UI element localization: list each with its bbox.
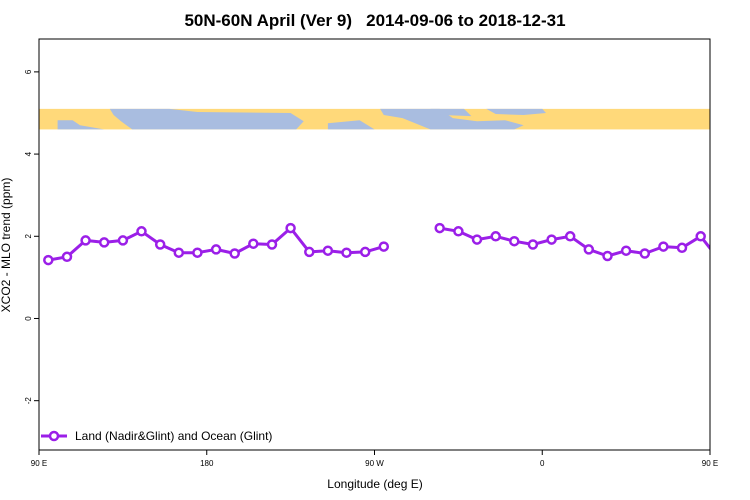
x-tick-label: 90 E bbox=[31, 459, 47, 468]
y-axis-label: XCO2 - MLO trend (ppm) bbox=[0, 178, 13, 313]
data-point bbox=[639, 248, 651, 259]
data-point bbox=[248, 238, 259, 249]
data-point bbox=[695, 231, 706, 242]
data-point bbox=[378, 241, 390, 252]
data-point bbox=[564, 231, 576, 242]
data-point bbox=[546, 234, 557, 245]
legend: Land (Nadir&Glint) and Ocean (Glint) bbox=[41, 429, 272, 443]
data-point bbox=[471, 234, 483, 245]
data-point bbox=[434, 222, 445, 234]
series-layer bbox=[43, 222, 742, 266]
data-point bbox=[322, 245, 334, 256]
data-point bbox=[154, 239, 166, 250]
data-point bbox=[210, 244, 222, 255]
world-map-strip bbox=[39, 108, 750, 130]
data-point bbox=[490, 231, 501, 242]
map-ocean bbox=[430, 108, 472, 117]
x-tick-label: 180 bbox=[200, 459, 214, 468]
legend-marker bbox=[48, 430, 60, 442]
data-point bbox=[285, 222, 296, 234]
data-point bbox=[509, 235, 520, 247]
map-ocean bbox=[486, 108, 546, 115]
map-ocean bbox=[327, 120, 375, 130]
y-tick-label: 6 bbox=[24, 69, 33, 74]
data-point bbox=[676, 242, 688, 254]
x-tick-label: 0 bbox=[540, 459, 545, 468]
data-point bbox=[61, 251, 73, 263]
data-point bbox=[266, 239, 278, 250]
y-tick-label: -2 bbox=[24, 397, 33, 405]
data-point bbox=[173, 247, 185, 258]
data-point bbox=[229, 248, 240, 259]
data-point bbox=[98, 237, 110, 248]
data-point bbox=[341, 247, 352, 258]
data-point bbox=[583, 244, 595, 255]
data-point bbox=[359, 246, 371, 258]
x-tick-label: 90 W bbox=[365, 459, 384, 468]
y-tick-label: 0 bbox=[24, 316, 33, 321]
data-point bbox=[602, 250, 613, 262]
x-tick-label: 90 E bbox=[702, 459, 718, 468]
y-tick-label: 2 bbox=[24, 234, 33, 239]
data-point bbox=[658, 241, 669, 252]
y-axis: -2 0 2 4 6 bbox=[24, 69, 39, 404]
data-point bbox=[304, 246, 315, 258]
map-ocean bbox=[719, 109, 750, 129]
data-point bbox=[43, 254, 54, 266]
map-ocean bbox=[380, 108, 524, 130]
map-ocean bbox=[109, 108, 304, 130]
map-ocean bbox=[57, 120, 105, 130]
data-point bbox=[192, 247, 203, 258]
data-point bbox=[117, 235, 129, 246]
plot-frame bbox=[38, 38, 711, 451]
chart-title: 50N-60N April (Ver 9) 2014-09-06 to 2018… bbox=[184, 11, 565, 30]
x-axis: 90 E 180 90 W 0 90 E bbox=[31, 450, 718, 468]
y-tick-label: 4 bbox=[24, 151, 33, 156]
data-point bbox=[80, 235, 91, 246]
data-point bbox=[527, 239, 539, 250]
data-point bbox=[715, 256, 723, 264]
legend-label: Land (Nadir&Glint) and Ocean (Glint) bbox=[75, 429, 272, 443]
series-line bbox=[48, 226, 385, 262]
data-point bbox=[620, 245, 632, 256]
x-axis-label: Longitude (deg E) bbox=[327, 477, 422, 491]
data-point bbox=[136, 226, 147, 237]
data-point bbox=[453, 226, 464, 237]
data-point bbox=[734, 253, 742, 261]
